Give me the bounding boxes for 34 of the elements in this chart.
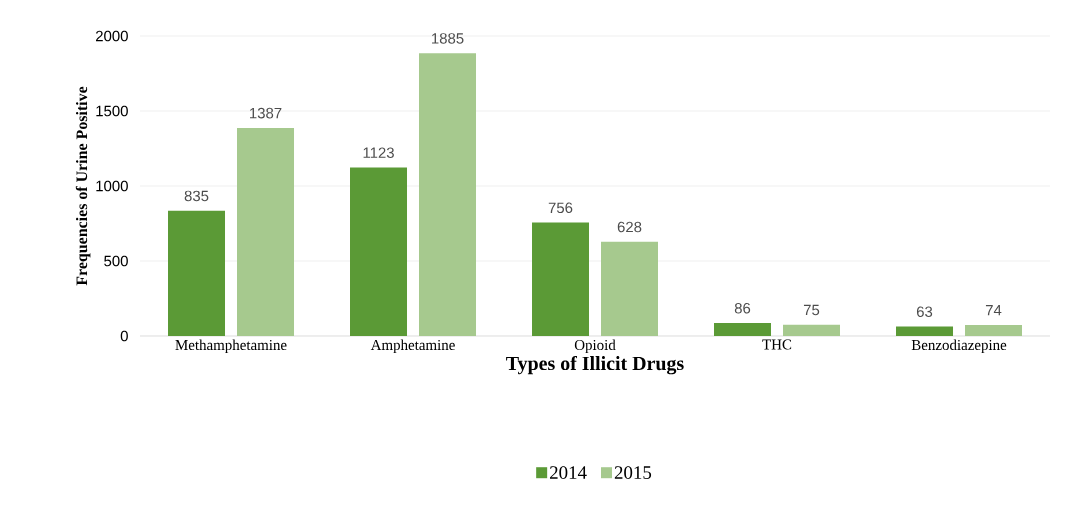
data-label: 756	[548, 202, 573, 214]
y-tick-label: 500	[104, 255, 128, 267]
data-label: 63	[916, 306, 933, 318]
data-label: 1387	[250, 107, 282, 119]
y-tick-label: 1500	[96, 105, 128, 117]
data-label: 75	[803, 304, 820, 316]
bar	[350, 167, 408, 336]
x-tick-label: THC	[762, 339, 792, 350]
bar	[168, 210, 226, 336]
y-axis-title: Frequencies of Urine Positive	[75, 86, 91, 286]
y-tick-label: 2000	[96, 30, 128, 42]
bar	[419, 53, 477, 336]
x-tick-label: Methamphetamine	[175, 339, 287, 354]
x-tick-label: Opioid	[574, 339, 616, 354]
legend-label: 2014	[549, 466, 587, 479]
data-label: 74	[985, 305, 1002, 316]
legend-label: 2015	[614, 466, 652, 479]
bar	[783, 324, 841, 336]
data-label: 628	[617, 221, 642, 233]
bar	[601, 241, 659, 336]
bar	[532, 222, 590, 336]
bar	[237, 127, 295, 336]
x-axis-title: Types of Illicit Drugs	[506, 355, 684, 375]
bar	[714, 323, 772, 336]
y-tick-label: 0	[120, 330, 128, 342]
data-label: 1885	[432, 33, 464, 44]
bar	[896, 326, 954, 336]
y-tick-label: 1000	[96, 180, 128, 192]
data-label: 86	[734, 302, 751, 314]
x-tick-label: Benzodiazepine	[911, 339, 1007, 354]
data-label: 1123	[363, 147, 394, 159]
bar	[965, 324, 1023, 336]
x-tick-label: Amphetamine	[370, 339, 455, 354]
data-label: 835	[184, 190, 209, 202]
